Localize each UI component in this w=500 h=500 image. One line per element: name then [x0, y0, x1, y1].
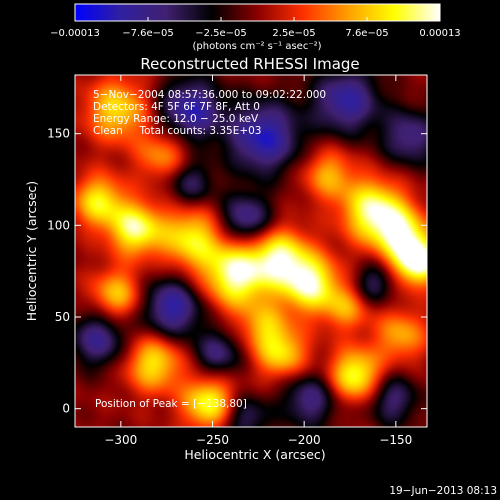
- x-tick-label: −150: [379, 433, 412, 447]
- y-tick-label: 150: [47, 127, 70, 141]
- colorbar-tick-label: 2.5e−05: [272, 28, 315, 39]
- colorbar-tick-label: 7.6e−05: [345, 28, 388, 39]
- info-line-detectors: Detectors: 4F 5F 6F 7F 8F, Att 0: [93, 101, 260, 113]
- x-axis-ticks: −300 −250 −200 −150: [104, 75, 412, 447]
- y-tick-label: 0: [62, 402, 70, 416]
- heatmap-image: [75, 75, 427, 427]
- plot-frame: [74, 74, 428, 428]
- colorbar-tick-label: 0.00013: [419, 28, 460, 39]
- info-line-energy: Energy Range: 12.0 − 25.0 keV: [93, 113, 259, 125]
- y-tick-label: 50: [55, 310, 70, 324]
- y-tick-label: 100: [47, 218, 70, 232]
- colorbar-ticks: −0.00013 −7.6e−05 −2.5e−05 2.5e−05 7.6e−05 0.…: [50, 17, 461, 39]
- peak-position-label: Position of Peak = [−138,80]: [95, 398, 247, 410]
- colorbar: [74, 3, 441, 22]
- chart-title: Reconstructed RHESSI Image: [140, 55, 359, 73]
- image-plot-area: [75, 75, 427, 427]
- footer-date: 19−Jun−2013 08:13: [389, 485, 497, 497]
- colorbar-tick-label: −7.6e−05: [122, 28, 174, 39]
- x-axis-label: Heliocentric X (arcsec): [184, 447, 325, 462]
- colorbar-units-label: (photons cm⁻² s⁻¹ asec⁻²): [192, 41, 321, 52]
- x-tick-label: −200: [288, 433, 321, 447]
- y-axis-label: Heliocentric Y (arcsec): [24, 181, 39, 321]
- info-line-clean: Clean Total counts: 3.35E+03: [93, 125, 262, 137]
- x-tick-label: −300: [104, 433, 137, 447]
- info-overlay: 5−Nov−2004 08:57:36.000 to 09:02:22.000 …: [93, 89, 326, 137]
- colorbar-tick-label: −0.00013: [50, 28, 100, 39]
- colorbar-tick-label: −2.5e−05: [195, 28, 247, 39]
- y-axis-ticks: 0 50 100 150: [47, 127, 427, 416]
- x-tick-label: −250: [196, 433, 229, 447]
- info-line-time: 5−Nov−2004 08:57:36.000 to 09:02:22.000: [93, 89, 326, 101]
